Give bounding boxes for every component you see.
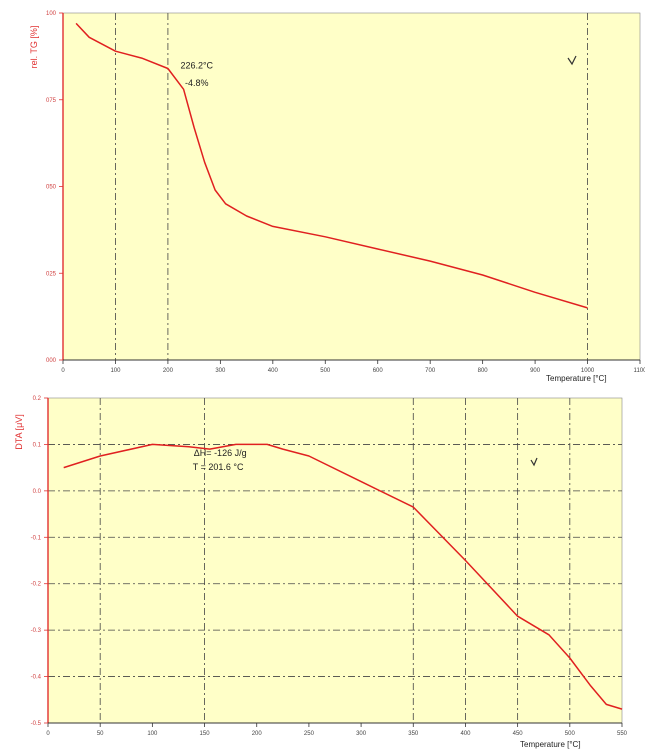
- tg-x-axis-label: Temperature [°C]: [546, 374, 607, 383]
- dta-x-tick-label: 550: [617, 731, 628, 737]
- tg-x-tick-label: 200: [163, 368, 174, 374]
- dta-x-tick-label: 450: [513, 731, 524, 737]
- dta-y-tick-label: -0.2: [31, 582, 42, 588]
- tg-y-tick-label: 050: [46, 185, 57, 191]
- dta-annotation: ΔH= -126 J/g: [194, 448, 247, 458]
- dta-x-tick-label: 400: [460, 731, 471, 737]
- tg-x-tick-label: 300: [215, 368, 226, 374]
- dta-y-tick-label: 0.2: [33, 396, 42, 402]
- dta-annotation: T = 201.6 °C: [193, 462, 244, 472]
- dta-marker-icon: [530, 457, 538, 467]
- dta-y-tick-label: -0.5: [31, 721, 42, 727]
- tg-x-tick-label: 500: [320, 368, 331, 374]
- dta-x-tick-label: 150: [200, 731, 211, 737]
- tg-x-tick-label: 0: [61, 368, 65, 374]
- tg-chart-panel: 0 100 200 300 400 500 600 700 800 900 1000 1100 000 0…: [29, 11, 645, 383]
- dta-series-line: [63, 443, 623, 710]
- tg-x-tick-label: 900: [530, 368, 541, 374]
- dta-y-tick-label: -0.4: [31, 675, 42, 681]
- tg-x-tick-label: 1100: [634, 368, 645, 374]
- dta-y-axis-label: DTA [μV]: [14, 414, 24, 450]
- dta-x-tick-label: 500: [565, 731, 576, 737]
- tg-marker-icon: [567, 55, 577, 66]
- tg-annotation: 226.2°C: [180, 61, 213, 71]
- dta-y-tick-label: 0.1: [33, 442, 42, 448]
- tg-plot-area: [62, 12, 641, 361]
- dta-y-tick-label: 0.0: [33, 489, 42, 495]
- dta-y-tick-label: -0.3: [31, 628, 42, 634]
- dta-x-tick-label: 0: [46, 731, 50, 737]
- dta-chart-panel: 0 50 100 150 200 250 300 350 400 450 500 550 -0.5 -0.…: [0, 385, 645, 751]
- dta-x-tick-label: 100: [147, 731, 158, 737]
- tg-y-tick-label: 000: [46, 358, 57, 364]
- tg-y-tick-label: 025: [46, 271, 57, 277]
- tg-x-tick-label: 400: [268, 368, 279, 374]
- dta-x-tick-label: 250: [304, 731, 315, 737]
- tg-x-tick-label: 800: [478, 368, 489, 374]
- tg-x-tick-label: 600: [373, 368, 384, 374]
- dta-x-tick-label: 300: [356, 731, 367, 737]
- tg-x-tick-label: 1000: [581, 368, 595, 374]
- tg-x-tick-label: 700: [425, 368, 436, 374]
- dta-x-tick-label: 50: [97, 731, 104, 737]
- tg-y-tick-label: 100: [46, 11, 57, 17]
- dta-x-tick-label: 200: [252, 731, 263, 737]
- dta-plot-area: [47, 397, 623, 724]
- tg-y-tick-label: 075: [46, 98, 57, 104]
- tg-y-axis-label: rel. TG [%]: [29, 26, 39, 69]
- tg-series-line: [75, 22, 588, 309]
- dta-x-axis-label: Temperature [°C]: [520, 740, 581, 749]
- dta-chart: 0 50 100 150 200 250 300 350 400 450 500 550 -0.5 -0.…: [14, 396, 628, 749]
- dta-y-tick-label: -0.1: [31, 535, 42, 541]
- dta-x-tick-label: 350: [408, 731, 419, 737]
- tg-x-tick-label: 100: [110, 368, 121, 374]
- tg-chart: 0 100 200 300 400 500 600 700 800 900 1000 1100 000 0…: [29, 11, 645, 383]
- tg-annotation: -4.8%: [185, 78, 209, 88]
